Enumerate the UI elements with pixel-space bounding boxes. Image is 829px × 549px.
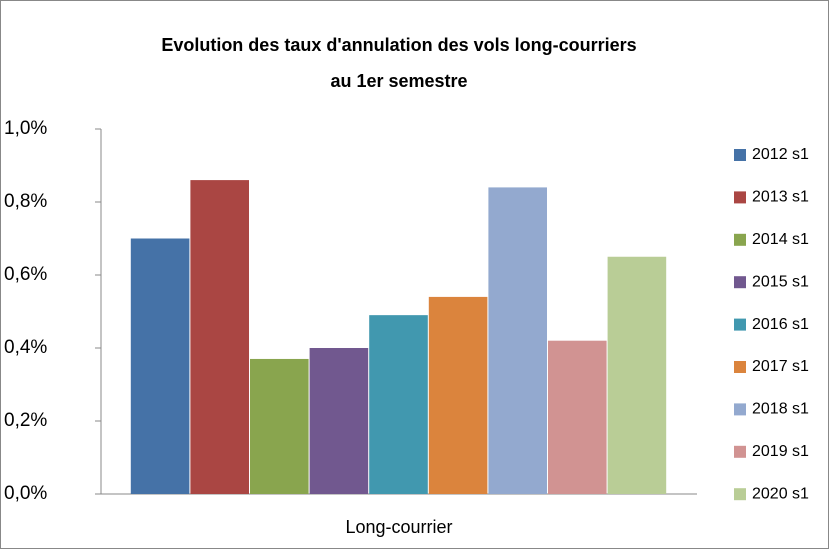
- bar: [190, 180, 249, 494]
- legend-swatch: [734, 149, 746, 161]
- legend-swatch: [734, 361, 746, 373]
- y-tick-label: 0,2%: [4, 410, 47, 431]
- bar: [428, 296, 488, 494]
- legend-swatch: [734, 318, 746, 331]
- bar: [369, 315, 428, 494]
- y-tick-label: 0,6%: [4, 264, 47, 285]
- chart-title: Evolution des taux d'annulation des vols…: [161, 35, 636, 55]
- legend-label: 2016 s1: [752, 316, 809, 333]
- legend-swatch: [734, 276, 746, 289]
- legend-label: 2018 s1: [752, 401, 809, 418]
- legend-label: 2014 s1: [752, 231, 809, 248]
- x-tick-label: Long-courrier: [345, 517, 452, 537]
- bar: [607, 256, 667, 494]
- y-tick-label: 0,0%: [4, 483, 47, 504]
- legend-label: 2020 s1: [752, 485, 809, 502]
- y-tick-label: 0,4%: [4, 337, 47, 358]
- legend-swatch: [734, 191, 746, 204]
- legend-label: 2017 s1: [752, 358, 809, 375]
- y-tick-label: 1,0%: [4, 118, 47, 139]
- legend-label: 2012 s1: [752, 146, 809, 163]
- legend-swatch: [734, 488, 746, 501]
- bar: [130, 238, 190, 494]
- legend-label: 2015 s1: [752, 273, 809, 290]
- bar: [309, 348, 369, 494]
- chart-title: au 1er semestre: [330, 71, 467, 91]
- bar: [250, 358, 309, 494]
- bar: [548, 340, 607, 494]
- bar: [488, 187, 547, 494]
- legend-swatch: [734, 233, 746, 246]
- legend-label: 2019 s1: [752, 443, 809, 460]
- legend-swatch: [734, 445, 746, 458]
- legend-label: 2013 s1: [752, 189, 809, 206]
- legend-swatch: [734, 403, 746, 416]
- y-tick-label: 0,8%: [4, 191, 47, 212]
